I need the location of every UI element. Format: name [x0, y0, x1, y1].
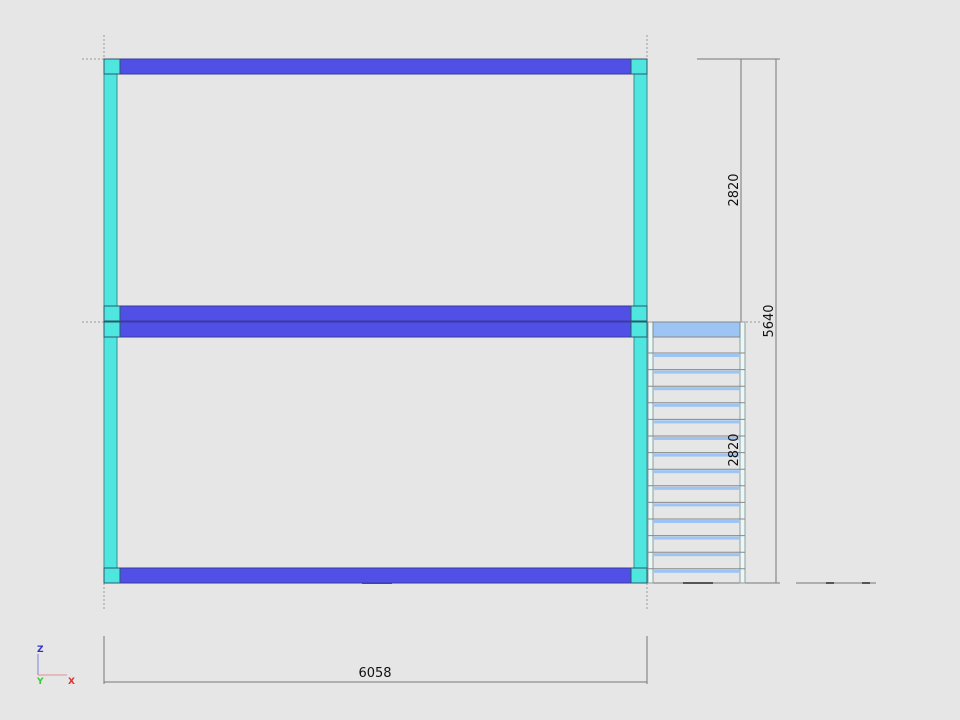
- beam-level2-upper[interactable]: [116, 305, 635, 322]
- connection-node: [103, 58, 121, 75]
- stair-tread: [653, 503, 740, 507]
- y-axis-label: Y: [36, 677, 44, 687]
- connection-nodes: [103, 58, 648, 584]
- beam-roof[interactable]: [116, 58, 635, 75]
- stair-tread: [653, 470, 740, 474]
- stair-tread: [653, 486, 740, 490]
- beam-ground[interactable]: [116, 567, 635, 584]
- dim-lower-height: 2820: [727, 433, 742, 466]
- dim-upper-height: 2820: [727, 173, 742, 206]
- stair-tread: [653, 520, 740, 523]
- axis-triad: Z Y X: [36, 645, 75, 687]
- x-axis-label: X: [68, 677, 75, 687]
- stair-tread: [653, 403, 740, 407]
- stair-tread: [653, 387, 740, 391]
- connection-node: [103, 321, 121, 338]
- beam-level2-lower[interactable]: [116, 321, 635, 338]
- dim-frame-width: 6058: [358, 666, 391, 681]
- z-axis-label: Z: [37, 645, 44, 655]
- stair-tread: [653, 553, 740, 557]
- stair-tread: [653, 354, 740, 357]
- connection-node: [630, 567, 648, 584]
- connection-node: [103, 567, 121, 584]
- connection-node: [630, 58, 648, 75]
- stair-tread: [653, 437, 740, 440]
- stair-landing: [652, 321, 741, 338]
- stair-tread: [653, 453, 740, 457]
- stair-tread: [653, 536, 740, 540]
- stair-tread: [653, 370, 740, 374]
- connection-node: [630, 305, 648, 322]
- stair-tread: [653, 569, 740, 573]
- connection-node: [630, 321, 648, 338]
- dim-total-height: 5640: [762, 304, 777, 337]
- stair-tread: [653, 420, 740, 424]
- connection-node: [103, 305, 121, 322]
- dimension-lines: [103, 58, 876, 684]
- stair[interactable]: [647, 321, 746, 584]
